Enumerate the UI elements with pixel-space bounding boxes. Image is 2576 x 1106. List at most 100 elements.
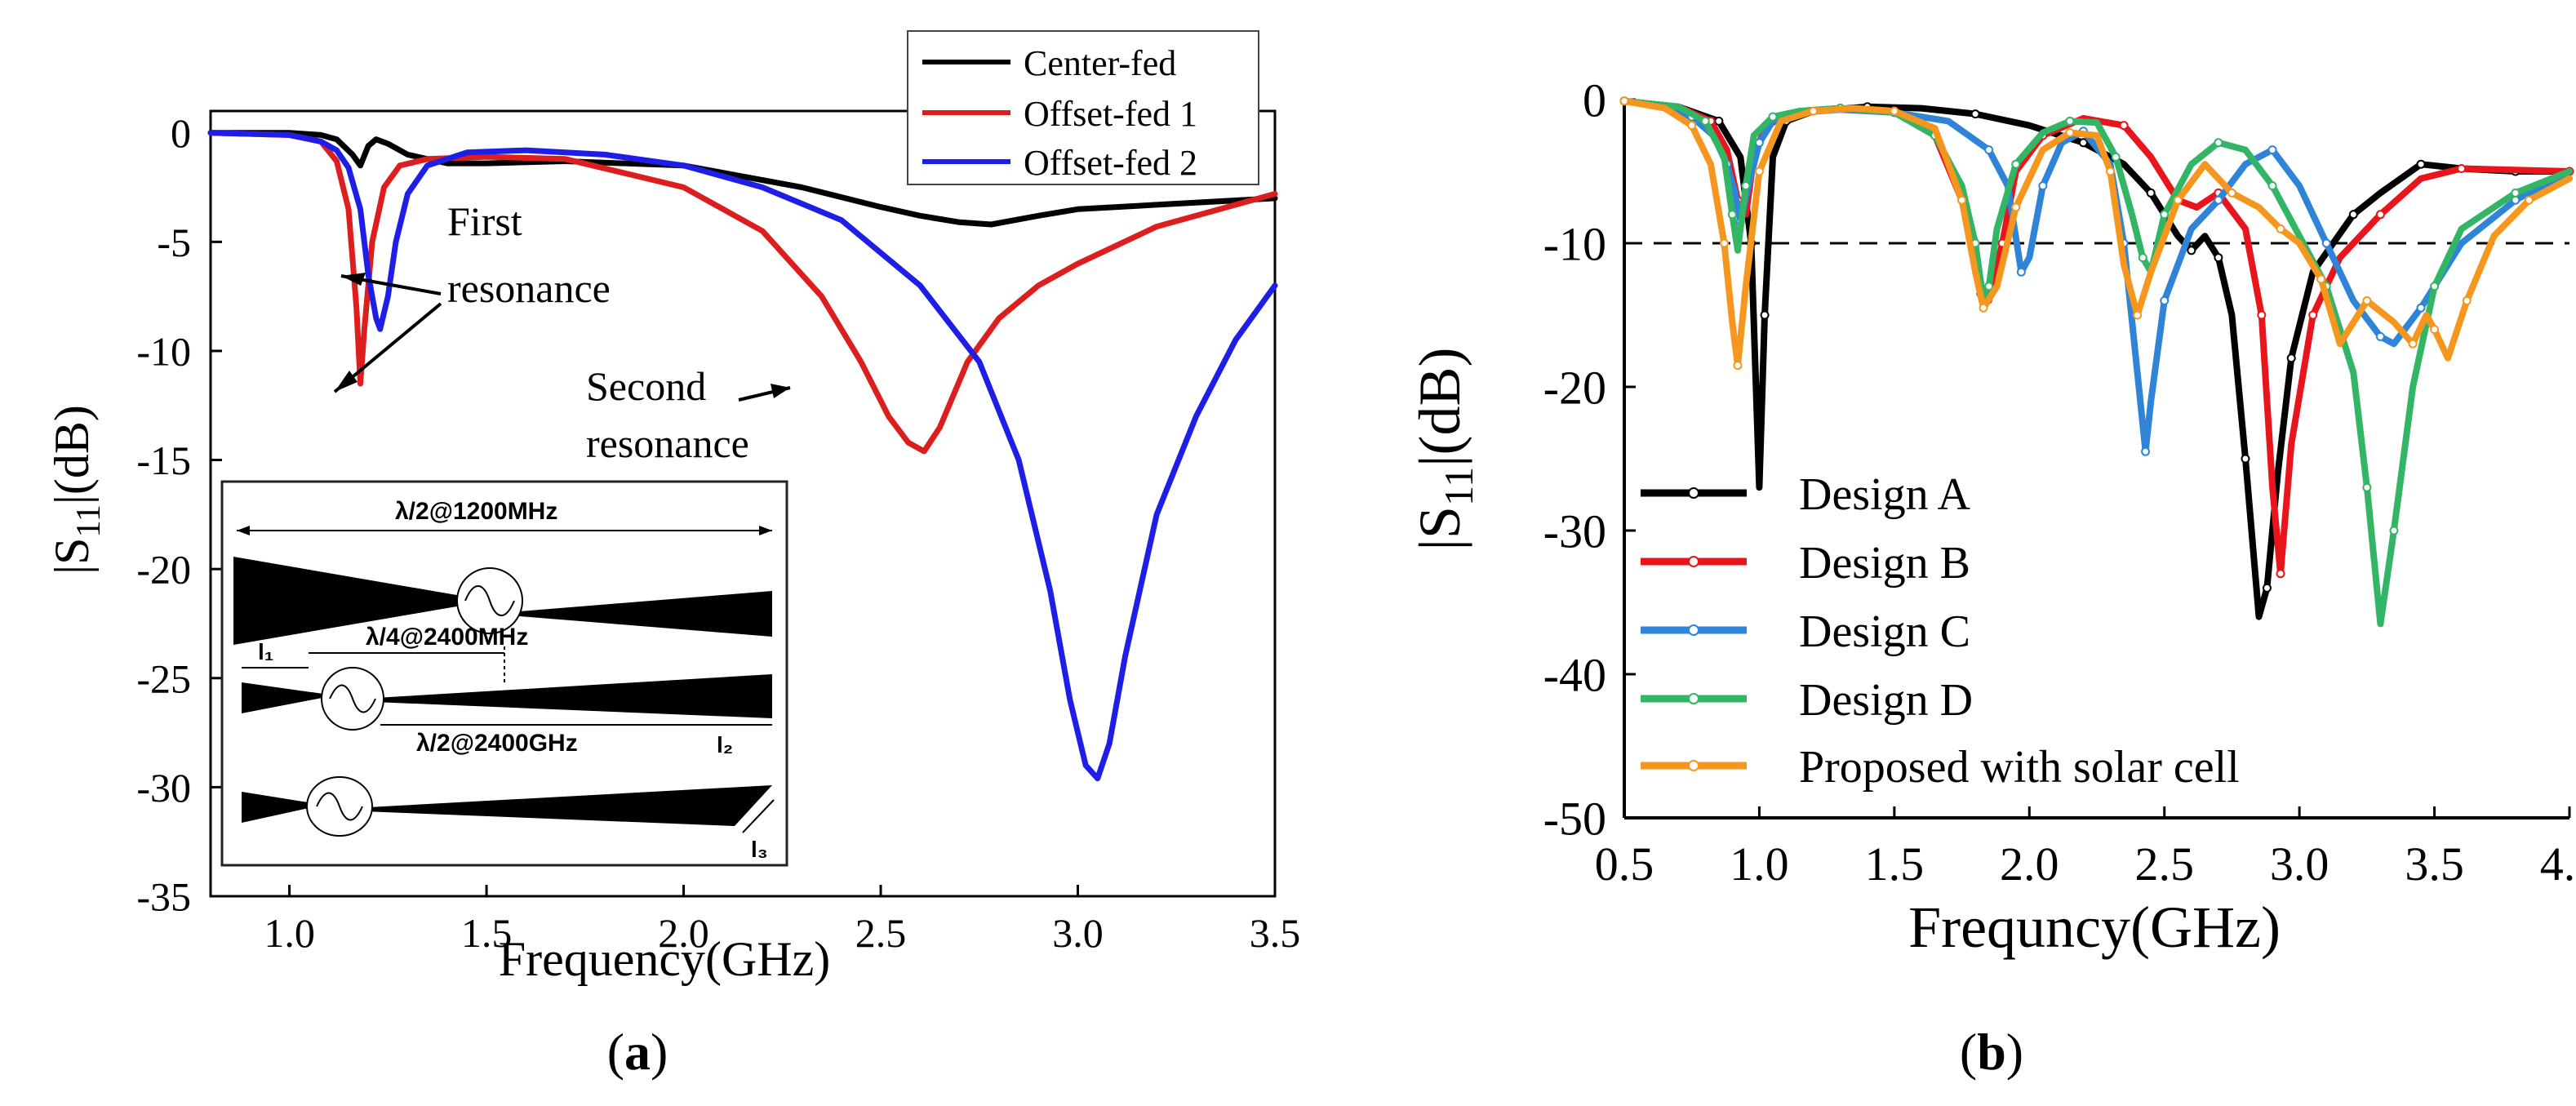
series-point-design-a <box>2187 246 2196 255</box>
panel-a-y-axis-label: |S11|(dB) <box>45 405 108 575</box>
panel-b-y-tick-label: -10 <box>1543 217 1606 270</box>
series-point-design-c <box>2321 238 2331 248</box>
series-point-proposed-with-solar-cell <box>1890 106 1899 116</box>
inset-label-lambda2-2400: λ/2@2400GHz <box>416 730 578 757</box>
panel-a-x-tick-label: 1.0 <box>264 910 315 956</box>
caption-a-close: ) <box>651 1023 668 1081</box>
panel-b-y-axis-label-text: |S11|(dB) <box>1407 347 1481 550</box>
panel-a-y-tick-label: -20 <box>136 547 191 593</box>
panel-b-ylabel-sub: 11 <box>1436 467 1481 506</box>
series-point-design-c <box>2267 145 2277 155</box>
series-point-design-b <box>2375 210 2385 220</box>
panel-b-x-tick-label: 2.0 <box>2000 837 2059 891</box>
series-point-design-d <box>2389 526 2399 535</box>
legend-label-design-d: Design D <box>1799 675 1973 726</box>
series-point-design-a <box>1760 310 1770 320</box>
panel-b-legend: Design A Design B Design C Design D Prop… <box>1641 469 2240 793</box>
series-point-design-c <box>2416 303 2426 313</box>
annotation-first-resonance-line1: First <box>447 198 522 244</box>
inset-label-l1: l₁ <box>258 639 273 664</box>
series-point-proposed-with-solar-cell <box>1687 121 1697 131</box>
series-point-design-c <box>2160 295 2170 305</box>
series-point-proposed-with-solar-cell <box>2011 202 2021 212</box>
series-point-proposed-with-solar-cell <box>2362 295 2372 305</box>
panel-b-x-tick-label: 0.5 <box>1595 837 1654 891</box>
panel-a-y-tick-label: -10 <box>136 328 191 374</box>
legend-label-design-c: Design C <box>1799 606 1970 657</box>
series-point-design-a <box>2214 253 2223 263</box>
panel-b-ylabel-main: |S <box>1407 506 1472 550</box>
series-point-proposed-with-solar-cell <box>1809 106 1819 116</box>
series-point-design-c <box>2038 181 2048 191</box>
panel-b-x-tick-label: 4.0 <box>2540 837 2576 891</box>
series-point-design-d <box>2511 188 2520 198</box>
caption-b: (b) <box>1960 1023 2023 1081</box>
series-point-design-d <box>1984 282 1994 291</box>
panel-a-frame <box>209 109 1277 898</box>
series-point-design-d <box>1700 116 1710 126</box>
series-point-design-a <box>1714 116 1724 126</box>
series-point-design-b <box>2308 310 2318 320</box>
panel-a-y-tick-label: -25 <box>136 655 191 701</box>
inset-antenna-offset-fed-1 <box>242 674 772 718</box>
inset-sine-icon-2 <box>329 684 376 713</box>
series-point-proposed-with-solar-cell <box>2173 195 2183 205</box>
series-point-design-a <box>2416 159 2426 169</box>
series-point-proposed-with-solar-cell <box>2462 295 2472 305</box>
panel-a: 1.0 1.5 2.0 2.5 3.0 3.50-5-10-15-20-25-30-35 … <box>45 30 1300 1081</box>
inset-arrow-top-left <box>237 526 250 535</box>
panel-a-axes: 1.0 1.5 2.0 2.5 3.0 3.5 0 -5 -10 -15 -20 -25 -30 -35 <box>136 109 1300 956</box>
series-point-design-d <box>2160 210 2170 220</box>
series-point-design-d <box>1768 112 1778 122</box>
series-point-design-d <box>2267 181 2277 191</box>
series-point-design-b <box>2276 569 2285 579</box>
series-point-proposed-with-solar-cell <box>1979 303 1988 313</box>
annotation-first-arrowhead-1 <box>341 273 366 286</box>
caption-b-letter: b <box>1977 1023 2006 1081</box>
panel-b-x-tick-label: 2.5 <box>2134 837 2194 891</box>
caption-b-close: ) <box>2006 1023 2023 1081</box>
series-point-proposed-with-solar-cell <box>1754 167 1764 176</box>
panel-b-axes: 0.5 1.0 1.5 2.0 2.5 3.0 3.5 4.0 0 -10 -20 -30 -40 -50 <box>1543 73 2576 891</box>
series-point-design-d <box>2214 138 2223 148</box>
panel-b-x-tick-label: 3.0 <box>2270 837 2330 891</box>
series-point-proposed-with-solar-cell <box>1957 195 1967 205</box>
legend-label-center-fed: Center-fed <box>1024 43 1176 83</box>
panel-a-legend-box <box>907 30 1259 185</box>
panel-a-x-tick-label: 1.5 <box>461 910 513 956</box>
series-point-design-c <box>2375 331 2385 341</box>
panel-b-y-tick-label: -30 <box>1543 504 1606 557</box>
annotation-second-resonance-line2: resonance <box>586 420 749 466</box>
series-point-design-a <box>1970 109 1980 119</box>
inset-antenna-offset-fed-2 <box>242 785 772 826</box>
series-point-design-c <box>2016 267 2026 277</box>
series-point-proposed-with-solar-cell <box>1733 361 1743 371</box>
panel-a-y-tick-label: -35 <box>136 874 191 920</box>
panel-a-x-tick-label: 2.0 <box>658 910 709 956</box>
panel-a-series <box>207 130 1278 782</box>
inset-antenna-diagram: λ/2@1200MHz λ/4@2400MHz l₁ λ/2@2400GHz l… <box>220 480 788 867</box>
annotation-second-resonance-line1: Second <box>586 363 706 409</box>
series-point-design-b <box>2119 121 2129 131</box>
legend-label-design-b: Design B <box>1799 538 1970 589</box>
series-point-design-d <box>2138 253 2147 263</box>
series-line-offset-fed-2 <box>207 130 1278 782</box>
panel-a-x-tick-label: 2.5 <box>855 910 907 956</box>
legend-label-offset-fed-1: Offset-fed 1 <box>1024 94 1197 134</box>
inset-sine-icon-1 <box>464 585 515 616</box>
series-point-proposed-with-solar-cell <box>2430 325 2440 335</box>
legend-marker-design-b <box>1688 556 1699 567</box>
panel-a-y-tick-label: -30 <box>136 765 191 811</box>
series-point-proposed-with-solar-cell <box>2276 224 2285 233</box>
panel-a-legend: Center-fed Offset-fed 1 Offset-fed 2 <box>907 30 1259 185</box>
inset-dimension-l3 <box>742 799 775 833</box>
series-point-design-c <box>1754 138 1764 148</box>
panel-b-y-tick-label: -50 <box>1543 792 1606 845</box>
caption-a: (a) <box>607 1023 668 1081</box>
legend-label-offset-fed-2: Offset-fed 2 <box>1024 143 1197 183</box>
series-line-design-d <box>1621 97 2573 628</box>
panel-a-x-tick-label: 3.0 <box>1052 910 1104 956</box>
inset-label-l2: l₂ <box>717 732 733 757</box>
panel-a-ylabel-main: |S <box>45 538 99 575</box>
